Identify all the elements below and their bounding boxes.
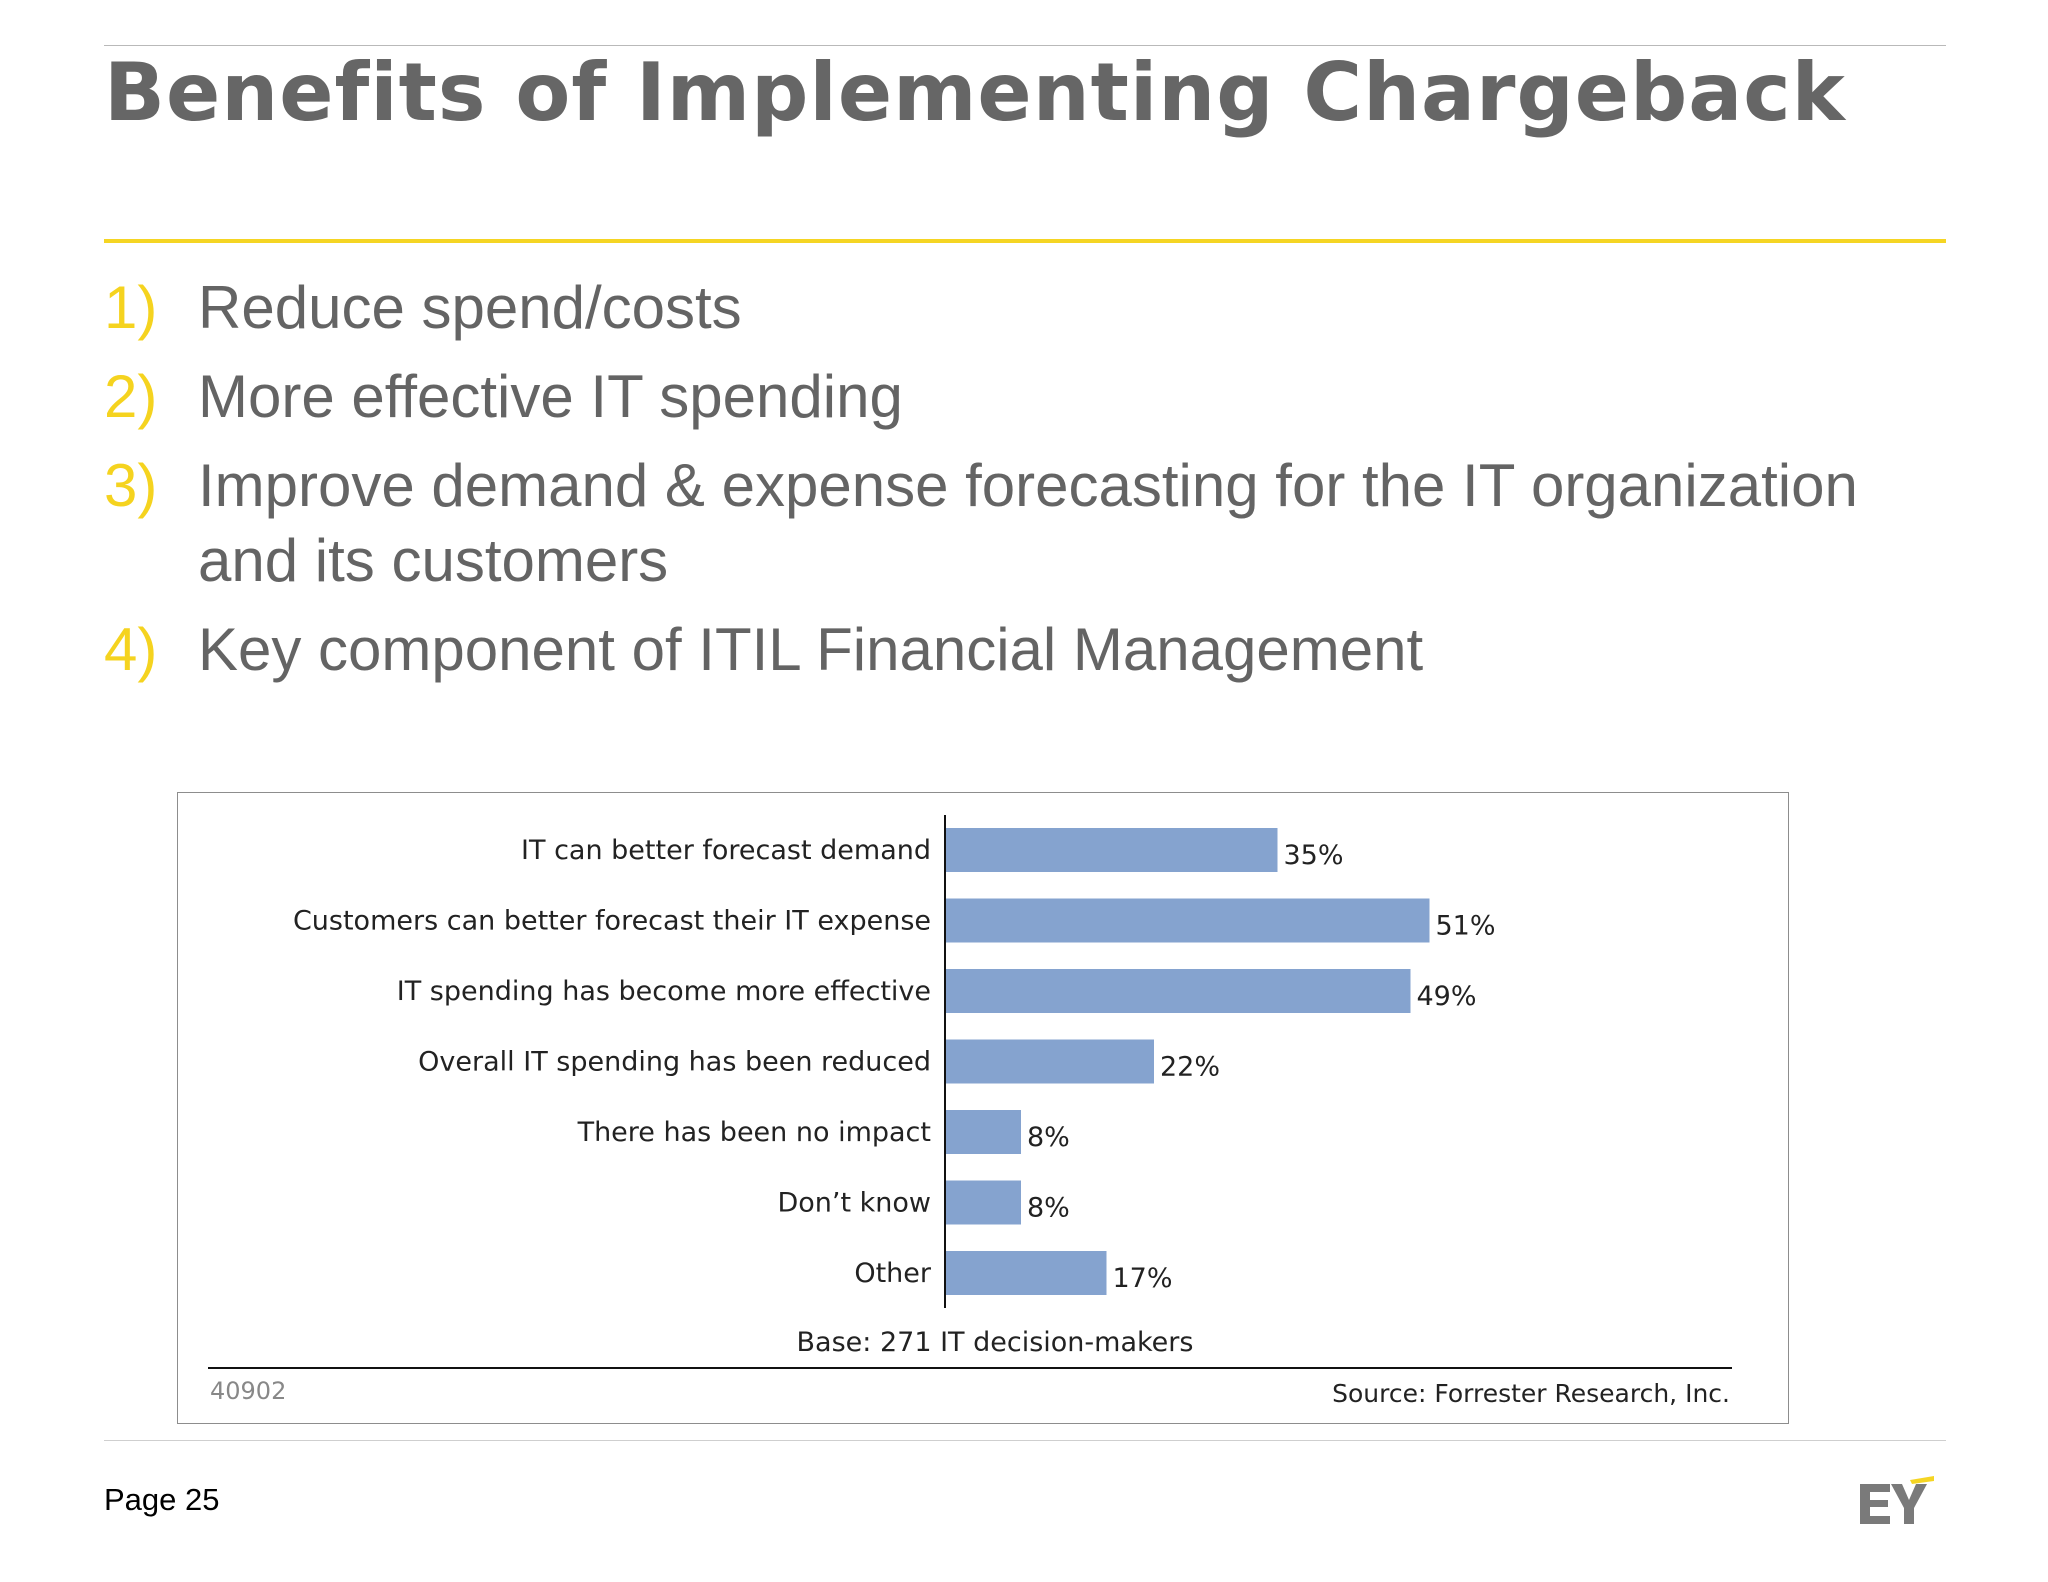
list-number: 2)	[104, 363, 158, 430]
category-label: Don’t know	[777, 1188, 931, 1219]
title-underline	[104, 239, 1946, 243]
list-text: Reduce spend/costs	[198, 274, 742, 341]
list-item: 3) Improve demand & expense forecasting f…	[104, 448, 1944, 598]
data-label: 51%	[1436, 911, 1496, 942]
source-label: Source: Forrester Research, Inc.	[1332, 1379, 1730, 1408]
footer-rule	[104, 1440, 1946, 1441]
chart-bar	[945, 828, 1278, 872]
page-number: Page 25	[104, 1482, 220, 1517]
chart-bar	[945, 898, 1430, 943]
category-label: Overall IT spending has been reduced	[418, 1047, 931, 1078]
chart-id-label: 40902	[210, 1377, 286, 1405]
chart-bar	[945, 1110, 1021, 1154]
list-number: 4)	[104, 616, 158, 683]
chart-frame: IT can better forecast demand 35% Customer…	[177, 792, 1789, 1424]
chart-bar	[945, 1039, 1154, 1084]
ey-logo	[1860, 1476, 1934, 1524]
category-label: IT spending has become more effective	[397, 976, 931, 1007]
bar-chart: IT can better forecast demand 35% Customer…	[208, 815, 1732, 1408]
list-text: More effective IT spending	[198, 363, 903, 430]
list-item: 2) More effective IT spending	[104, 359, 1944, 434]
data-label: 35%	[1284, 840, 1344, 871]
category-label: Other	[854, 1258, 932, 1289]
list-number: 3)	[104, 452, 158, 519]
chart-bar	[945, 969, 1411, 1013]
data-label: 22%	[1160, 1052, 1220, 1083]
data-label: 8%	[1027, 1122, 1070, 1153]
list-text: Improve demand & expense forecasting for…	[198, 452, 1858, 594]
base-note: Base: 271 IT decision-makers	[797, 1327, 1194, 1358]
chart-bar	[945, 1251, 1107, 1295]
data-label: 8%	[1027, 1193, 1070, 1224]
data-label: 17%	[1113, 1263, 1173, 1294]
list-item: 4) Key component of ITIL Financial Manage…	[104, 612, 1944, 687]
list-text: Key component of ITIL Financial Manageme…	[198, 616, 1424, 683]
chart-bar	[945, 1180, 1021, 1225]
list-item: 1) Reduce spend/costs	[104, 270, 1944, 345]
benefits-list: 1) Reduce spend/costs 2) More effective IT…	[104, 270, 1944, 701]
slide-title: Benefits of Implementing Chargeback	[104, 46, 1846, 139]
category-label: IT can better forecast demand	[521, 835, 931, 866]
category-label: There has been no impact	[577, 1117, 931, 1148]
top-rule	[104, 45, 1946, 46]
category-label: Customers can better forecast their IT e…	[293, 906, 931, 937]
list-number: 1)	[104, 274, 158, 341]
data-label: 49%	[1417, 981, 1477, 1012]
